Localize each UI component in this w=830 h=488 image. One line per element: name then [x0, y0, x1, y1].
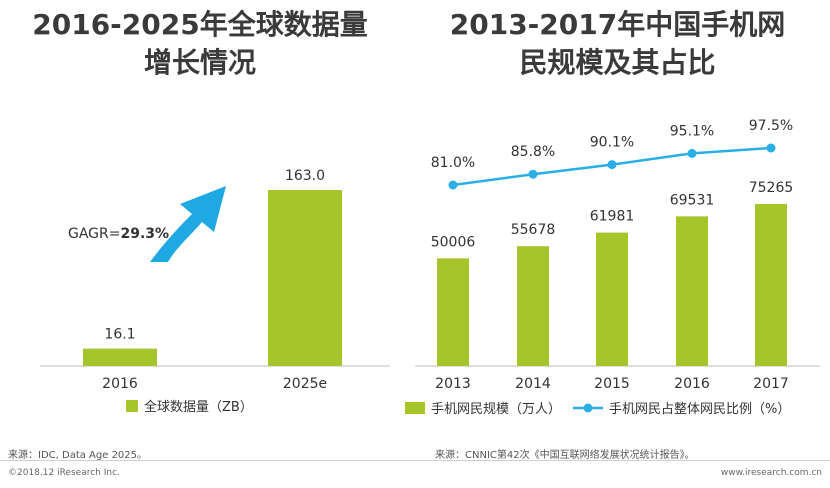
- right-source: 来源：CNNIC第42次《中国互联网络发展状况统计报告》。: [435, 450, 695, 461]
- right-bar-2016: [676, 216, 708, 366]
- right-chart-panel: 2013-2017年中国手机网 民规模及其占比 50006 2013 55678 20…: [405, 0, 830, 461]
- right-line-point: [687, 148, 697, 158]
- right-legend-bar-label: 手机网民规模（万人）: [431, 402, 561, 417]
- right-bar-2015: [596, 232, 628, 366]
- up-right-arrow-icon: [150, 186, 226, 262]
- footer-website: www.iresearch.com.cn: [720, 468, 822, 478]
- left-bar-2016: [83, 348, 157, 366]
- right-bar-value-label: 61981: [590, 209, 635, 225]
- right-chart-plot: 50006 2013 55678 2014 61981 2015 69531 2016 7526…: [405, 118, 820, 417]
- footer-copyright: ©2018.12 iResearch Inc.: [8, 468, 120, 478]
- left-chart-plot: 16.1 2016 163.0 2025e 全球数据量（ZB） GAGR=29.3%: [40, 168, 390, 415]
- left-x-tick-label: 2025e: [283, 376, 327, 392]
- left-growth-annotation: GAGR=29.3%: [68, 226, 169, 242]
- left-legend-label: 全球数据量（ZB）: [144, 399, 253, 415]
- right-x-tick-label: 2016: [674, 376, 710, 392]
- left-bar-value-label: 163.0: [285, 168, 325, 184]
- right-line-value-label: 85.8%: [511, 144, 555, 160]
- left-title-line-2: 增长情况: [143, 46, 256, 79]
- left-bar-value-label: 16.1: [104, 327, 135, 343]
- right-line-point: [607, 160, 617, 170]
- right-title-line-2: 民规模及其占比: [519, 46, 716, 79]
- right-x-tick-label: 2015: [594, 376, 630, 392]
- right-bar-2013: [437, 258, 469, 366]
- right-legend-line-marker: [583, 403, 593, 413]
- right-legend-bar-swatch: [405, 402, 425, 414]
- right-line-value-label: 95.1%: [670, 123, 714, 139]
- footer-divider: [0, 460, 830, 461]
- right-line-point: [766, 143, 776, 153]
- right-legend-line-label: 手机网民占整体网民比例（%）: [609, 402, 790, 417]
- right-chart-title: 2013-2017年中国手机网 民规模及其占比: [405, 6, 830, 82]
- right-line-point: [528, 169, 538, 179]
- right-title-line-1: 2013-2017年中国手机网: [449, 8, 786, 41]
- left-bar-2025e: [268, 190, 342, 366]
- growth-rate-value: 29.3%: [121, 226, 170, 242]
- right-x-tick-label: 2014: [515, 376, 551, 392]
- right-bar-value-label: 69531: [670, 192, 715, 208]
- right-bar-2014: [517, 246, 549, 366]
- right-line-value-label: 97.5%: [749, 118, 793, 134]
- right-bar-value-label: 75265: [749, 180, 794, 196]
- right-bar-value-label: 55678: [511, 222, 556, 238]
- left-chart-panel: 2016-2025年全球数据量 增长情况 16.1 2016 163.0 2025e 全…: [0, 0, 400, 461]
- growth-label-prefix: GAGR=: [68, 226, 121, 242]
- right-x-tick-label: 2013: [435, 376, 471, 392]
- left-source: 来源：IDC, Data Age 2025。: [8, 450, 148, 461]
- left-chart-title: 2016-2025年全球数据量 增长情况: [0, 6, 400, 82]
- left-legend-swatch: [126, 400, 138, 412]
- left-title-line-1: 2016-2025年全球数据量: [32, 8, 368, 41]
- right-x-tick-label: 2017: [753, 376, 789, 392]
- right-line-point: [448, 180, 458, 190]
- right-line-value-label: 81.0%: [431, 155, 475, 171]
- left-x-tick-label: 2016: [102, 376, 138, 392]
- right-bar-value-label: 50006: [431, 234, 476, 250]
- right-line-value-label: 90.1%: [590, 135, 634, 151]
- right-bar-2017: [755, 204, 787, 366]
